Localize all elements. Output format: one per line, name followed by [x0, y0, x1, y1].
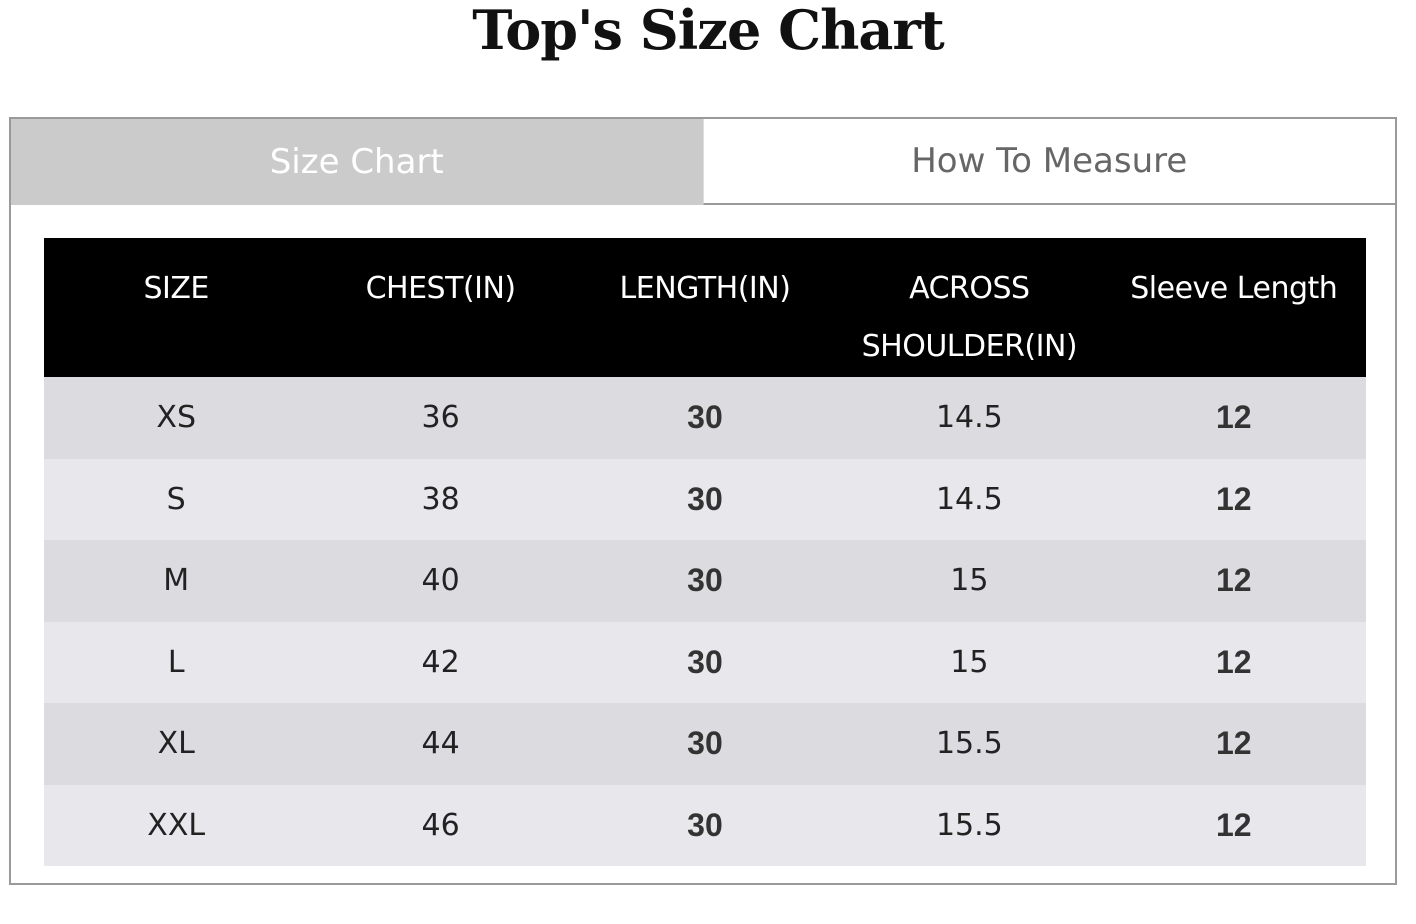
table-row: L 42 30 15 12: [44, 621, 1366, 703]
cell-sleeve-length: 12: [1101, 377, 1366, 459]
cell-chest: 46: [308, 784, 573, 866]
cell-length: 30: [572, 784, 838, 866]
cell-size: M: [44, 540, 309, 622]
cell-across-shoulder: 14.5: [837, 377, 1102, 459]
tab-how-to-measure[interactable]: How To Measure: [702, 119, 1395, 205]
table-row: S 38 30 14.5 12: [44, 458, 1366, 540]
cell-size: XL: [44, 703, 309, 785]
table-header-row: SIZE CHEST(IN) LENGTH(IN) ACROSS SHOULDE…: [44, 238, 1366, 377]
cell-sleeve-length: 12: [1101, 703, 1366, 785]
header-chest: CHEST(IN): [308, 238, 573, 377]
cell-chest: 42: [308, 621, 573, 703]
table-row: M 40 30 15 12: [44, 540, 1366, 622]
tab-bar: Size Chart How To Measure: [11, 119, 1395, 205]
header-length: LENGTH(IN): [572, 238, 838, 377]
cell-across-shoulder: 15.5: [837, 703, 1102, 785]
table-row: XXL 46 30 15.5 12: [44, 784, 1366, 866]
cell-sleeve-length: 12: [1101, 540, 1366, 622]
cell-length: 30: [572, 377, 838, 459]
header-sleeve-length: Sleeve Length: [1101, 238, 1366, 377]
cell-length: 30: [572, 458, 838, 540]
table-row: XL 44 30 15.5 12: [44, 703, 1366, 785]
cell-chest: 44: [308, 703, 573, 785]
cell-size: XS: [44, 377, 309, 459]
header-size: SIZE: [44, 238, 309, 377]
cell-size: L: [44, 621, 309, 703]
size-table: SIZE CHEST(IN) LENGTH(IN) ACROSS SHOULDE…: [44, 238, 1366, 866]
cell-length: 30: [572, 703, 838, 785]
cell-sleeve-length: 12: [1101, 784, 1366, 866]
cell-size: S: [44, 458, 309, 540]
cell-across-shoulder: 15: [837, 621, 1102, 703]
cell-length: 30: [572, 540, 838, 622]
cell-across-shoulder: 15.5: [837, 784, 1102, 866]
cell-sleeve-length: 12: [1101, 621, 1366, 703]
tab-size-chart[interactable]: Size Chart: [11, 119, 703, 205]
cell-sleeve-length: 12: [1101, 458, 1366, 540]
cell-chest: 38: [308, 458, 573, 540]
size-chart-panel: Size Chart How To Measure SIZE CHEST(IN)…: [9, 117, 1397, 885]
cell-length: 30: [572, 621, 838, 703]
cell-size: XXL: [44, 784, 309, 866]
header-across-shoulder: ACROSS SHOULDER(IN): [837, 238, 1102, 377]
cell-chest: 36: [308, 377, 573, 459]
cell-chest: 40: [308, 540, 573, 622]
page-title: Top's Size Chart: [472, 0, 944, 62]
cell-across-shoulder: 14.5: [837, 458, 1102, 540]
cell-across-shoulder: 15: [837, 540, 1102, 622]
table-row: XS 36 30 14.5 12: [44, 377, 1366, 459]
